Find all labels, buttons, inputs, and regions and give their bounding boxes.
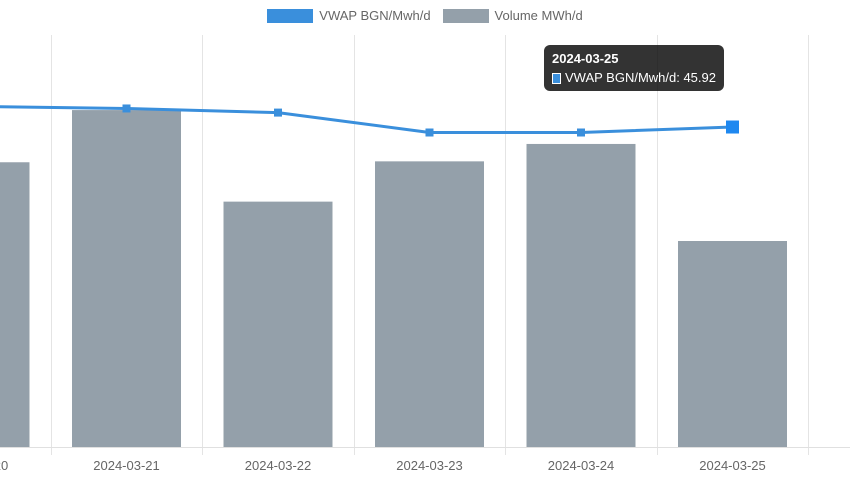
vwap-line — [0, 104, 739, 137]
volume-bars — [0, 110, 787, 448]
legend-item-vwap[interactable]: VWAP BGN/Mwh/d — [267, 8, 431, 23]
grid-lines — [51, 35, 809, 455]
volume-bar — [223, 201, 333, 447]
x-tick-label: 2024-03-21 — [93, 458, 160, 473]
legend: VWAP BGN/Mwh/d Volume MWh/d — [0, 8, 850, 23]
vwap-point — [425, 128, 434, 137]
legend-swatch-vwap — [267, 8, 314, 23]
vwap-point — [726, 120, 739, 134]
volume-bar — [526, 143, 636, 447]
x-tick-label: 2024-03-20 — [0, 458, 8, 473]
x-tick-label: 2024-03-23 — [396, 458, 463, 473]
legend-label-volume: Volume MWh/d — [494, 8, 583, 23]
x-axis: 2024-03-20 2024-03-21 2024-03-22 2024-03-23… — [0, 447, 850, 473]
volume-bar — [375, 161, 484, 447]
vwap-point — [577, 128, 585, 137]
x-tick-label: 2024-03-24 — [548, 458, 615, 473]
tooltip-swatch — [552, 72, 561, 84]
tooltip: 2024-03-25 VWAP BGN/Mwh/d: 45.92 — [544, 45, 724, 91]
legend-item-volume[interactable]: Volume MWh/d — [442, 8, 583, 23]
x-tick-label: 2024-03-25 — [699, 458, 766, 473]
tooltip-row: VWAP BGN/Mwh/d: 45.92 — [552, 71, 716, 85]
vwap-point — [122, 104, 131, 113]
vwap-line-path — [0, 105, 733, 135]
volume-bar — [678, 241, 787, 447]
volume-bar — [0, 162, 30, 448]
legend-swatch-volume — [442, 8, 489, 23]
volume-bar — [72, 110, 181, 447]
tooltip-value-text: VWAP BGN/Mwh/d: 45.92 — [564, 70, 716, 85]
x-tick-label: 2024-03-22 — [245, 458, 312, 473]
vwap-point — [274, 108, 282, 117]
legend-label-vwap: VWAP BGN/Mwh/d — [319, 8, 431, 23]
tooltip-title: 2024-03-25 — [552, 51, 619, 66]
